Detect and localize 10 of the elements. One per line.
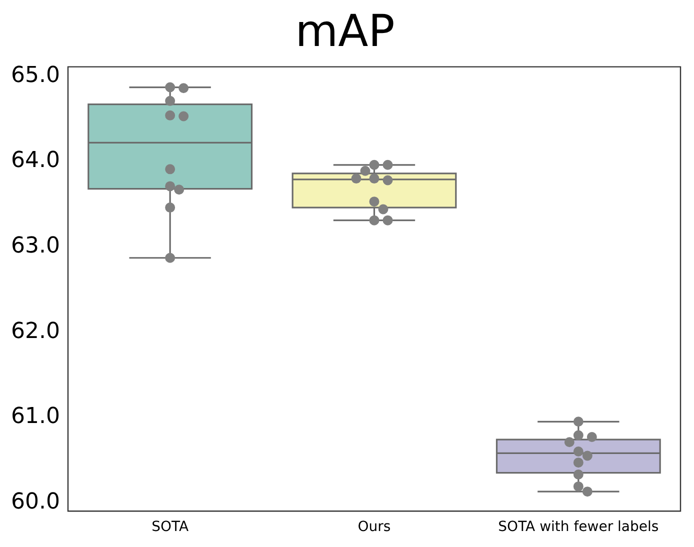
y-tick-label: 61.0 xyxy=(11,404,60,430)
x-tick-label: SOTA with fewer labels xyxy=(498,519,659,536)
y-tick-label: 64.0 xyxy=(11,148,60,174)
y-tick-label: 60.0 xyxy=(11,489,60,514)
y-tick-label: 65.0 xyxy=(11,62,60,88)
y-tick-label: 63.0 xyxy=(11,233,60,258)
chart-title: mAP xyxy=(295,6,395,57)
y-tick-label: 62.0 xyxy=(11,318,60,344)
x-tick-label: Ours xyxy=(358,519,391,536)
x-tick-label: SOTA xyxy=(152,519,189,536)
